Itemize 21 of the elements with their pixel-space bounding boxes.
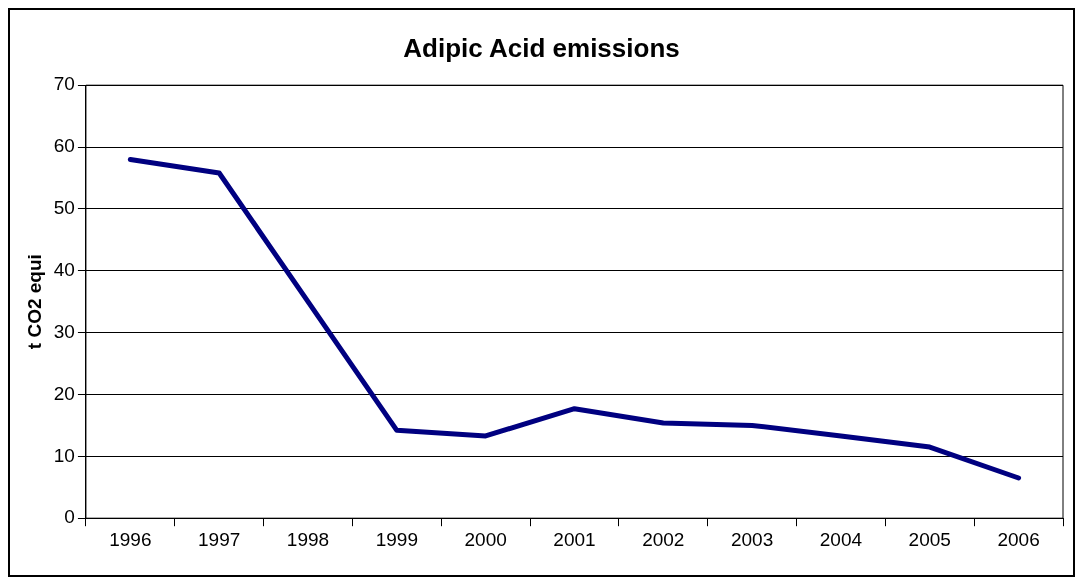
x-tick-label: 2001: [553, 528, 596, 550]
x-tick-label: 2002: [642, 528, 685, 550]
chart-title: Adipic Acid emissions: [403, 32, 680, 63]
x-tick-label: 2000: [464, 528, 507, 550]
y-tick-label: 70: [53, 73, 75, 95]
x-tick-label: 1997: [198, 528, 241, 550]
y-tick-label: 0: [64, 506, 75, 528]
y-tick-label: 60: [53, 135, 75, 157]
y-tick-label: 40: [53, 259, 75, 281]
y-tick-label: 50: [53, 197, 75, 219]
x-tick-label: 2004: [819, 528, 863, 550]
y-axis-title: t CO2 equi: [23, 254, 45, 350]
x-tick-label: 1996: [109, 528, 152, 550]
x-tick-label: 2005: [908, 528, 951, 550]
y-tick-label: 20: [53, 382, 75, 404]
x-tick-label: 1998: [286, 528, 330, 550]
x-tick-label: 2003: [730, 528, 774, 550]
x-tick-label: 1999: [375, 528, 418, 550]
y-tick-label: 10: [53, 444, 75, 466]
y-tick-label: 30: [53, 320, 75, 342]
x-tick-label: 2006: [997, 528, 1040, 550]
